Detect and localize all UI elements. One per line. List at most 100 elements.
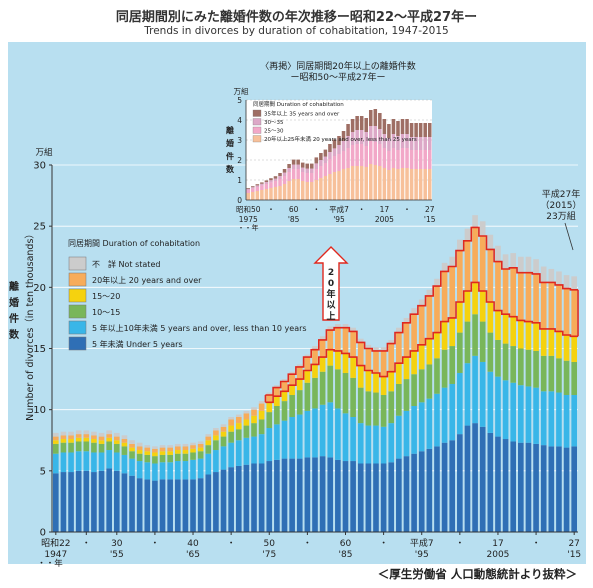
bar-segment-y15to20 [121,442,128,447]
inset-bar-segment-inset_30to35 [251,187,255,189]
y-axis-label-jp-char: 婚 [9,296,19,309]
inset-bar-segment-inset_25to30 [319,166,323,178]
inset-bar-segment-inset_25to30 [391,148,396,168]
bar-segment-under5 [83,470,90,532]
inset-y-tick-label: 2 [237,156,242,165]
bar-segment-y15to20 [365,370,372,392]
legend-label-y10to15: 10～15 [92,308,120,317]
bar-segment-y5to10 [258,434,265,464]
inset-y-label-char: 件 [226,151,234,161]
bar-segment-y20plus [312,349,318,365]
bar-segment-y10to15 [136,453,143,462]
inset-bar-segment-inset_25to30 [355,144,359,166]
bar-segment-not_stated [319,336,326,340]
inset-bar-segment-inset_30to35 [328,152,332,159]
bar-segment-y10to15 [83,441,90,452]
bar-segment-not_stated [182,443,189,447]
bar-segment-y15to20 [75,437,82,442]
inset-bar-segment-inset_25to30 [264,184,269,189]
x-tick-label-western: '65 [186,550,200,560]
bar-segment-under5 [342,461,349,532]
bar-segment-under5 [357,463,364,532]
bar-segment-y20plus [373,350,379,373]
bar-segment-y10to15 [533,350,539,388]
inset-bar-segment-inset_35plus [391,119,396,134]
inset-bar-segment-inset_25to30 [341,151,346,169]
bar-segment-y20plus [556,284,562,332]
bar-segment-y20plus [289,374,295,386]
inset-bar-segment-inset_35plus [378,113,382,129]
bar-segment-y20plus [495,261,501,311]
inset-bar-segment-inset_30to35 [305,168,310,173]
bar-segment-y15to20 [113,440,120,444]
bar-segment-y10to15 [159,454,166,463]
inset-bar-segment-inset_25to30 [310,173,314,182]
bar-segment-not_stated [83,430,90,435]
inset-x-tick-label: ・ [403,205,411,214]
main-bars [52,215,578,532]
bar-segment-y10to15 [426,364,433,399]
arrow-label-char: 以 [326,300,335,311]
bar-segment-not_stated [472,215,478,228]
bar-segment-not_stated [174,443,181,447]
bar-segment-not_stated [411,308,417,315]
inset-bar-segment-inset_35plus [300,162,305,168]
bar-segment-y20plus [182,446,189,451]
x-tick-label: ・ [379,539,388,549]
bar-segment-y15to20 [205,440,212,446]
bar-segment-y5to10 [472,355,478,424]
bar-segment-under5 [350,461,356,532]
inset-bar-segment-inset_30to35 [405,134,409,148]
inset-bar-segment-inset_25to30 [287,172,291,181]
bar-segment-not_stated [213,428,219,431]
bar-segment-y20plus [98,436,105,441]
bar-segment-not_stated [159,445,166,448]
legend-swatch-y15to20 [68,288,87,303]
bar-segment-y20plus [60,435,67,440]
bar-segment-y20plus [563,288,570,336]
inset-bar-segment-inset_20to25 [319,178,323,200]
inset-bar-segment-inset_35plus [355,116,359,130]
y-tick-label: 15 [33,344,46,355]
bar-segment-y15to20 [388,371,395,392]
inset-unit-label: 万組 [234,86,249,96]
inset-bar-segment-inset_30to35 [396,136,400,150]
bar-segment-not_stated [235,414,242,418]
y-axis-label-jp-char: 件 [9,312,19,325]
bar-segment-y10to15 [91,442,97,453]
bar-segment-y5to10 [274,424,280,460]
bar-segment-under5 [495,436,501,532]
bar-segment-not_stated [495,245,501,262]
inset-bar-segment-inset_20to25 [296,179,300,200]
bar-segment-y5to10 [441,387,448,443]
bar-segment-y5to10 [83,451,90,471]
inset-legend-swatch-inset_30to35 [252,118,262,126]
inset-bar-segment-inset_30to35 [368,126,373,141]
bar-segment-not_stated [190,442,196,446]
bar-segment-y5to10 [220,446,227,470]
bar-segment-y5to10 [52,453,59,474]
bar-segment-not_stated [266,392,273,395]
bar-segment-not_stated [251,407,257,410]
bar-segment-y15to20 [159,451,166,455]
bar-segment-y10to15 [319,371,326,405]
bar-segment-y10to15 [556,358,562,393]
bar-segment-under5 [220,469,227,532]
inset-x-tick-label: ・ [267,205,275,214]
bar-segment-y15to20 [525,321,532,350]
inset-arrow [313,246,349,321]
bar-segment-y10to15 [220,436,227,447]
bar-segment-under5 [190,479,196,532]
inset-bar-segment-inset_20to25 [260,190,264,200]
inset-legend-label-inset_20to25: 20年以上25年未満 20 years and over, less than … [264,135,417,143]
bar-segment-not_stated [327,326,334,331]
bar-segment-y20plus [243,413,250,420]
bar-segment-under5 [274,459,280,532]
bar-segment-under5 [365,463,372,532]
bar-segment-y10to15 [274,405,280,425]
bar-segment-y5to10 [548,391,555,447]
bar-segment-y15to20 [418,344,425,370]
bar-segment-not_stated [502,254,509,269]
